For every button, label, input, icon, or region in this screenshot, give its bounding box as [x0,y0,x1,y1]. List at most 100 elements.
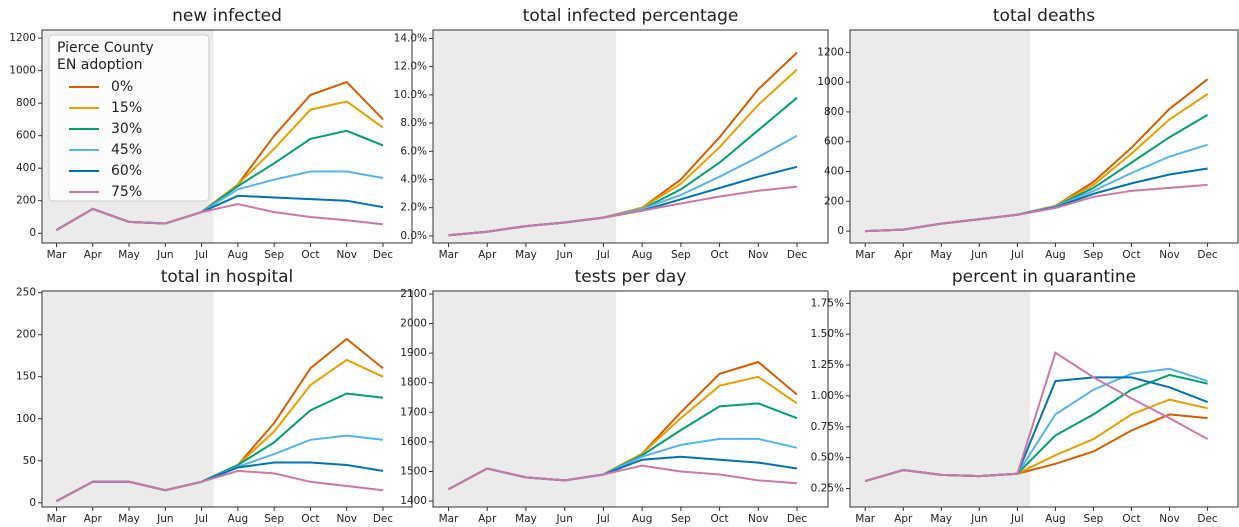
x-tick-label: Sep [671,249,691,261]
x-tick-label: Apr [478,249,497,261]
x-tick-label: Jun [970,513,987,525]
x-tick-label: Nov [336,513,357,525]
y-tick-label: 1200 [817,46,844,58]
x-tick-label: Oct [1122,249,1140,261]
plot-frame [849,29,1239,244]
x-tick-label: Jul [596,249,610,261]
x-tick-label: Mar [439,513,459,525]
y-tick-label: 0.50% [811,452,844,464]
x-tick-label: May [930,249,952,261]
x-tick-label: Nov [1159,513,1180,525]
x-tick-label: Aug [632,513,653,525]
y-tick-label: 1000 [817,76,844,88]
intervention-shade [433,291,617,507]
plot-frame [41,29,413,244]
x-tick-label: Jul [194,513,208,525]
series-line [448,464,798,491]
x-tick-label: Jun [156,249,173,261]
x-tick-label: Apr [894,513,913,525]
series-line [864,351,1209,483]
series-line [448,185,798,237]
y-tick-label: 1400 [400,495,427,507]
x-tick-label: Apr [84,249,103,261]
y-tick-label: 1800 [400,377,427,389]
intervention-shade [42,291,214,507]
x-tick-label: Mar [855,249,875,261]
series-line [55,202,384,231]
y-tick-label: 200 [16,329,36,341]
x-tick-label: Jun [555,513,572,525]
x-tick-label: Aug [632,249,653,261]
y-tick-label: 0.75% [811,421,844,433]
legend-label: 75% [111,184,142,200]
y-tick-label: 2.0% [400,202,427,214]
x-tick-label: Dec [373,513,394,525]
y-tick-label: 10.0% [394,89,427,101]
y-tick-label: 0.25% [811,482,844,494]
x-tick-label: Jul [1010,513,1024,525]
plot-frame [849,290,1239,508]
y-tick-label: 200 [824,195,844,207]
x-tick-label: Aug [1045,249,1066,261]
x-tick-label: Jun [156,513,173,525]
y-tick-label: 14.0% [394,32,427,44]
chart-title: total in hospital [161,267,294,287]
x-tick-label: Dec [1197,513,1218,525]
x-tick-label: Jun [555,249,572,261]
y-tick-label: 250 [16,287,36,299]
legend-label: 0% [111,79,133,95]
series-line [56,469,384,502]
x-tick-label: Aug [228,249,249,261]
x-tick-label: Sep [1084,249,1104,261]
x-tick-label: May [118,513,140,525]
x-tick-label: Apr [478,513,497,525]
chart-title: total infected percentage [523,6,739,26]
y-tick-label: 1.50% [811,328,844,340]
y-tick-label: 50 [23,455,36,467]
x-tick-label: Dec [787,513,808,525]
x-tick-label: Mar [47,513,67,525]
y-tick-label: 1500 [400,465,427,477]
x-tick-label: Dec [787,249,808,261]
y-tick-label: 2000 [400,318,427,330]
y-tick-label: 0.0% [400,230,427,242]
legend-title: EN adoption [57,57,143,73]
y-tick-label: 1700 [400,406,427,418]
x-tick-label: Nov [336,249,357,261]
x-tick-label: Mar [855,513,875,525]
legend-label: 15% [111,100,142,116]
y-tick-label: 1.75% [811,297,844,309]
y-tick-label: 2100 [400,288,427,300]
plot-frame [432,290,829,508]
x-tick-label: Dec [1197,249,1218,261]
chart-title: percent in quarantine [952,267,1136,287]
y-tick-label: 100 [16,413,36,425]
y-tick-label: 600 [16,130,36,142]
x-tick-label: May [515,513,537,525]
y-tick-label: 400 [16,162,36,174]
y-tick-label: 800 [16,97,36,109]
y-tick-label: 6.0% [400,145,427,157]
x-tick-label: Oct [710,249,728,261]
intervention-shade [433,30,617,243]
x-tick-label: Oct [710,513,728,525]
y-tick-label: 1600 [400,436,427,448]
x-tick-label: Mar [439,249,459,261]
x-tick-label: Sep [264,249,284,261]
x-tick-label: Dec [373,249,394,261]
plot-frame [432,29,829,244]
intervention-shade [850,291,1030,507]
x-tick-label: Jul [194,249,208,261]
x-tick-label: Apr [894,249,913,261]
x-tick-label: Apr [84,513,103,525]
y-tick-label: 1000 [9,65,36,77]
y-tick-label: 150 [16,371,36,383]
y-tick-label: 4.0% [400,174,427,186]
y-tick-label: 0 [29,497,36,509]
legend-box [48,34,210,202]
series-line [865,183,1208,233]
x-tick-label: Sep [671,513,691,525]
x-tick-label: May [515,249,537,261]
y-tick-label: 0 [837,225,844,237]
